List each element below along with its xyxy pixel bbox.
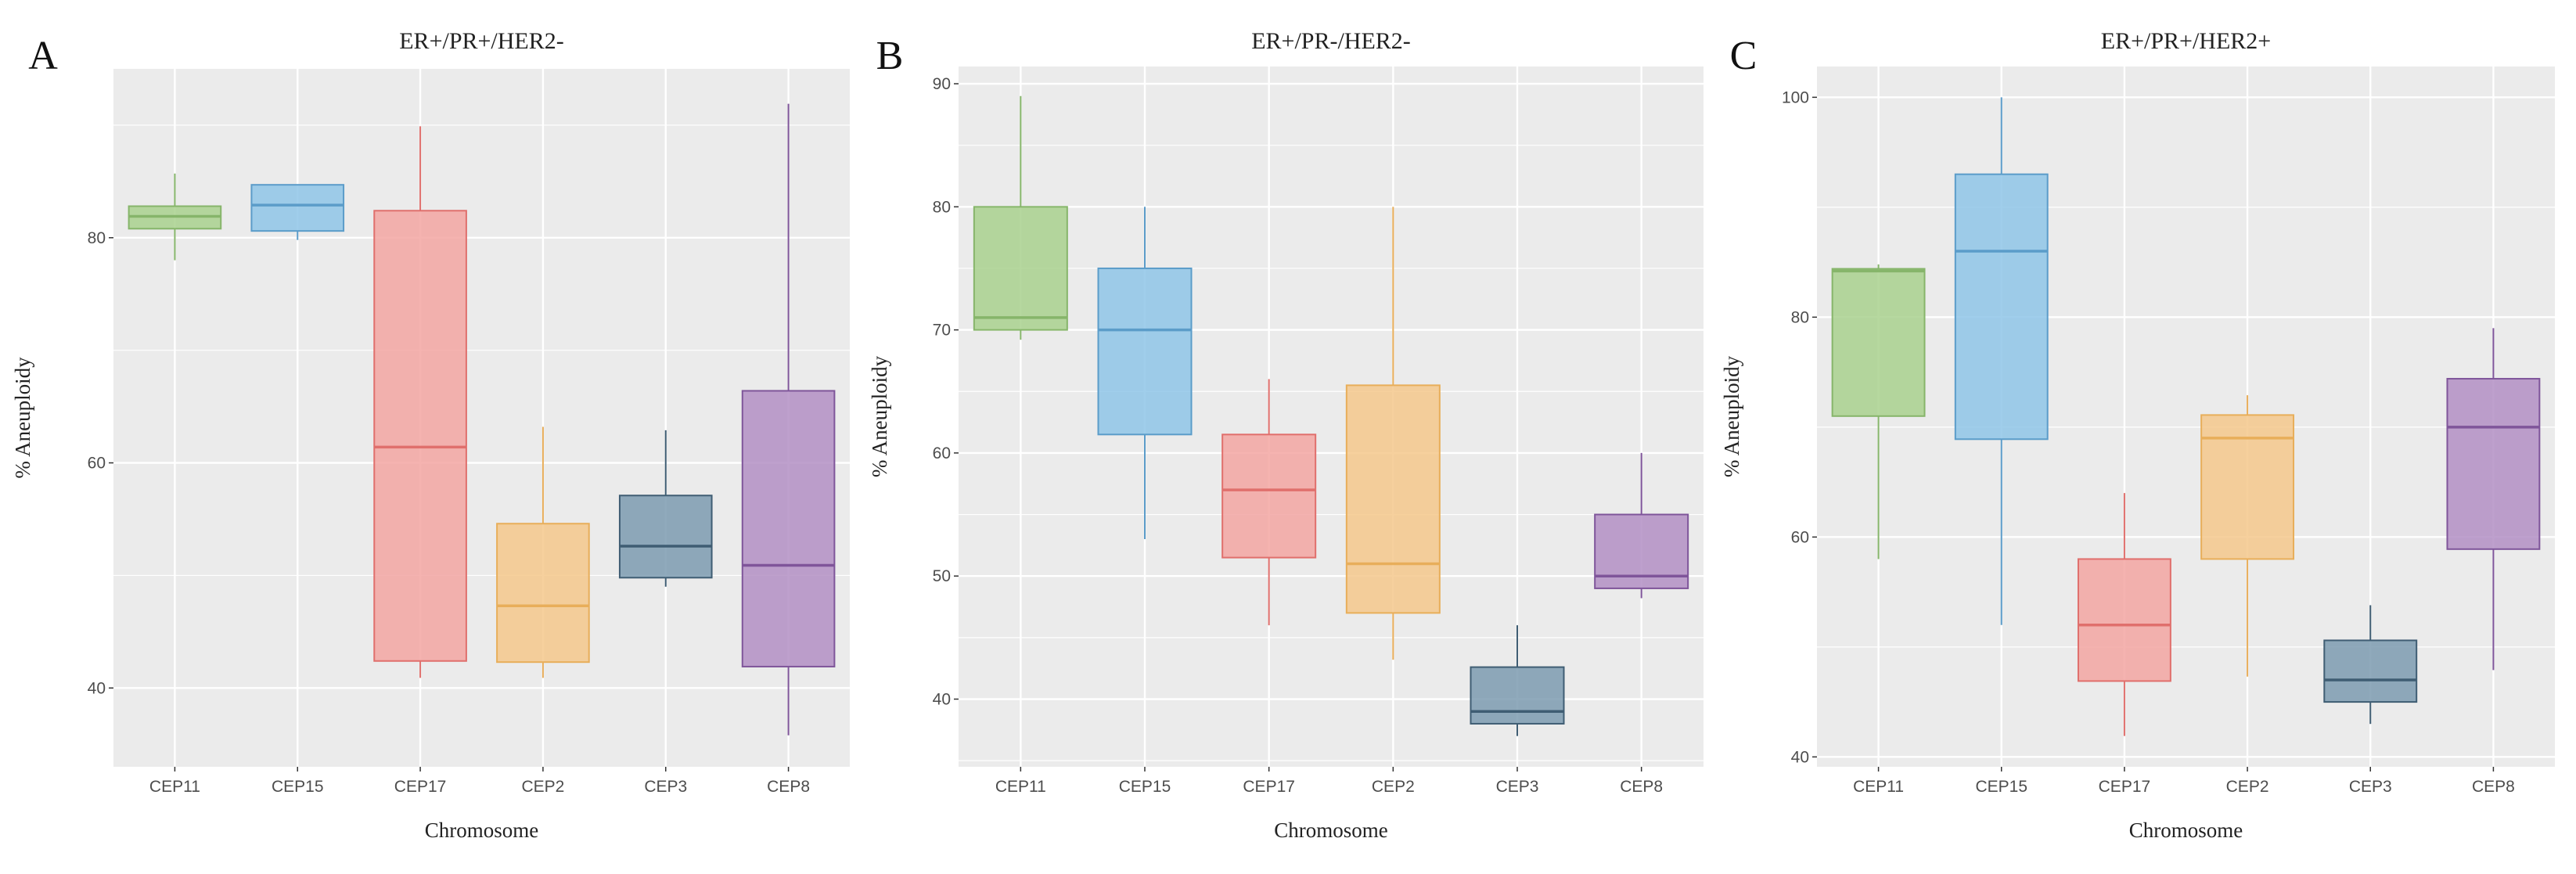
y-tick-label: 40 — [1791, 748, 1809, 766]
panel-a: 40 60 80 CEP11 CEP15 CEP17 CEP2 CEP3 CEP8 ER+/PR+… — [11, 28, 850, 842]
box-cep3 — [618, 430, 713, 587]
x-tick-label: CEP3 — [644, 778, 687, 796]
x-tick-label: CEP11 — [1853, 778, 1904, 796]
box-cep8 — [2446, 328, 2541, 671]
panel-title: ER+/PR+/HER2- — [399, 28, 564, 54]
y-tick-label: 50 — [933, 567, 951, 585]
plot-background — [1817, 67, 2555, 767]
panel-letter: B — [876, 34, 904, 78]
y-tick-label: 70 — [933, 322, 951, 340]
box-cep8 — [741, 103, 836, 736]
x-tick-label: CEP11 — [995, 778, 1046, 796]
panel-letter: C — [1730, 34, 1758, 78]
box-cep11 — [973, 95, 1068, 340]
interquartile-box — [1954, 173, 2049, 441]
x-axis-title: Chromosome — [425, 818, 539, 842]
y-tick-label: 80 — [933, 198, 951, 216]
x-tick-label: CEP17 — [1243, 778, 1295, 796]
y-tick-label: 60 — [933, 444, 951, 462]
interquartile-box — [1470, 666, 1565, 725]
y-tick-label: 80 — [1791, 308, 1809, 326]
y-tick-label: 80 — [88, 229, 106, 247]
panel-letter: A — [28, 34, 58, 78]
x-tick-label: CEP17 — [394, 778, 447, 796]
interquartile-box — [2077, 558, 2171, 682]
box-cep15 — [250, 184, 345, 240]
x-tick-label: CEP2 — [1372, 778, 1415, 796]
y-tick-label: 60 — [1791, 528, 1809, 546]
interquartile-box — [1221, 433, 1317, 559]
interquartile-box — [1831, 268, 1926, 417]
interquartile-box — [2323, 639, 2418, 703]
interquartile-box — [618, 495, 713, 579]
interquartile-box — [1345, 384, 1441, 614]
interquartile-box — [373, 210, 467, 662]
y-axis-title: % Aneuploidy — [11, 357, 34, 479]
interquartile-box — [741, 390, 836, 667]
x-axis-title: Chromosome — [1274, 818, 1388, 842]
interquartile-box — [496, 523, 590, 664]
y-tick-label: 90 — [933, 75, 951, 93]
panel-b: 40 50 60 70 80 90 CEP11 CEP15 CEP17 CEP2 CEP3 CEP8 E… — [868, 28, 1704, 842]
x-tick-label: CEP17 — [2099, 778, 2151, 796]
panel-title: ER+/PR+/HER2+ — [2101, 28, 2271, 54]
box-cep3 — [2323, 605, 2418, 725]
box-cep2 — [496, 426, 590, 678]
box-cep17 — [373, 126, 467, 678]
x-tick-label: CEP3 — [2349, 778, 2392, 796]
y-axis-title: % Aneuploidy — [1720, 355, 1743, 477]
interquartile-box — [2446, 378, 2541, 550]
interquartile-box — [2200, 414, 2295, 560]
box-cep2 — [2200, 395, 2295, 677]
x-tick-label: CEP8 — [1620, 778, 1663, 796]
x-tick-label: CEP2 — [521, 778, 564, 796]
box-cep8 — [1594, 452, 1689, 599]
x-tick-label: CEP3 — [1496, 778, 1539, 796]
plot-background — [113, 69, 850, 767]
panel-title: ER+/PR-/HER2- — [1251, 28, 1411, 54]
box-cep15 — [1097, 207, 1193, 540]
x-tick-label: CEP8 — [767, 778, 810, 796]
interquartile-box — [973, 206, 1068, 331]
box-cep11 — [128, 173, 222, 261]
box-cep11 — [1831, 264, 1926, 559]
box-cep2 — [1345, 207, 1441, 660]
box-cep17 — [2077, 493, 2171, 736]
interquartile-box — [250, 184, 345, 232]
y-tick-label: 100 — [1782, 88, 1809, 106]
x-tick-label: CEP15 — [1119, 778, 1171, 796]
x-axis-title: Chromosome — [2129, 818, 2243, 842]
box-cep15 — [1954, 97, 2049, 625]
x-tick-label: CEP2 — [2226, 778, 2269, 796]
y-tick-label: 40 — [933, 690, 951, 708]
box-cep3 — [1470, 625, 1565, 736]
plot-background — [959, 67, 1704, 767]
x-tick-label: CEP11 — [149, 778, 200, 796]
y-tick-label: 40 — [88, 679, 106, 697]
x-tick-label: CEP8 — [2472, 778, 2515, 796]
interquartile-box — [1097, 267, 1193, 436]
x-tick-label: CEP15 — [1975, 778, 2027, 796]
y-axis-title: % Aneuploidy — [868, 355, 891, 477]
y-tick-label: 60 — [88, 455, 106, 473]
x-tick-label: CEP15 — [272, 778, 324, 796]
panel-c: 40 60 80 100 CEP11 CEP15 CEP17 CEP2 CEP3 CEP8 ER+/… — [1720, 28, 2555, 842]
box-cep17 — [1221, 379, 1317, 626]
